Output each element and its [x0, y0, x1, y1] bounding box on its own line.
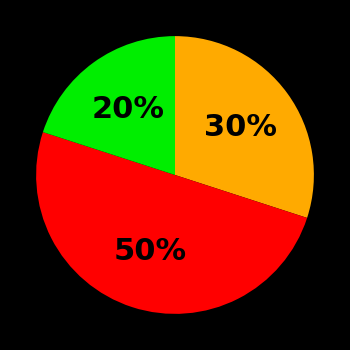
Text: 30%: 30% [204, 113, 276, 142]
Text: 50%: 50% [113, 237, 187, 266]
Text: 20%: 20% [91, 95, 164, 124]
Wedge shape [43, 36, 175, 175]
Wedge shape [36, 132, 307, 314]
Wedge shape [175, 36, 314, 218]
